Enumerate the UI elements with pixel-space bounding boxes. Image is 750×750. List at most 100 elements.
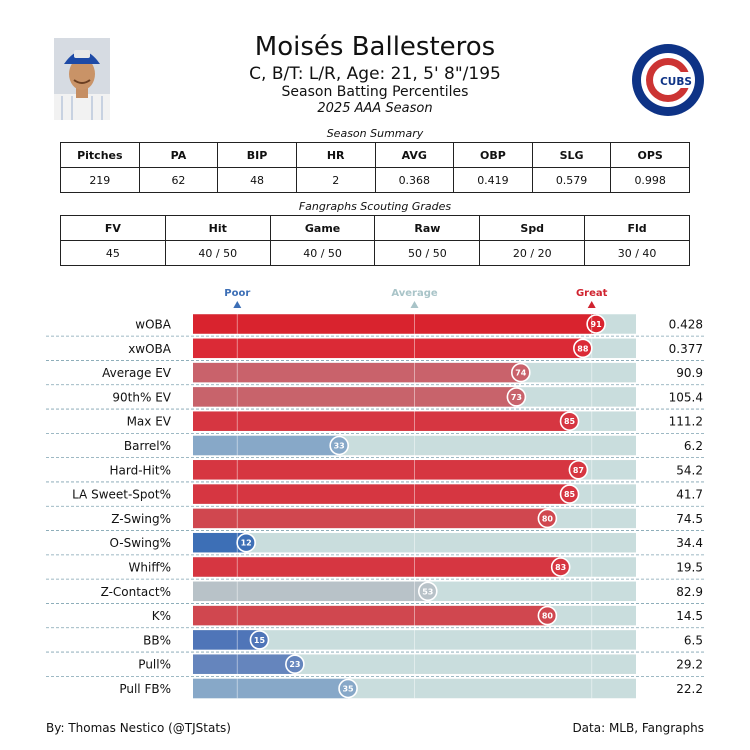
percentile-label: 74	[515, 369, 527, 378]
summary-value-cell: 48	[217, 167, 297, 193]
percentile-dot	[559, 411, 580, 431]
season-summary-caption: Season Summary	[326, 127, 424, 140]
percentile-bar	[193, 630, 260, 650]
category-label: BB%	[143, 633, 171, 647]
percentile-label: 80	[542, 514, 554, 523]
stat-value: 19.5	[676, 561, 703, 575]
summary-value-cell: 0.419	[453, 167, 533, 193]
stat-value: 111.2	[669, 415, 703, 429]
stat-value: 0.428	[669, 318, 703, 332]
category-label: Pull FB%	[119, 682, 171, 696]
footer-source: Data: MLB, Fangraphs	[572, 721, 704, 735]
scouting-header-cell: Raw	[374, 215, 481, 241]
marker-label: Average	[391, 288, 438, 299]
percentile-label: 85	[564, 490, 576, 499]
percentile-dot	[568, 460, 589, 480]
bar-track	[193, 532, 636, 553]
team-logo: CUBS	[631, 43, 705, 117]
percentile-dot	[285, 654, 305, 675]
percentile-dot	[236, 532, 256, 553]
percentile-dot	[329, 435, 349, 456]
scouting-header-cell: Hit	[164, 215, 271, 241]
stat-value: 29.2	[676, 658, 703, 672]
percentile-bar	[193, 387, 517, 407]
stat-value: 82.9	[676, 585, 703, 599]
category-label: 90th% EV	[112, 390, 171, 404]
stat-value: 54.2	[676, 463, 703, 477]
percentile-chart: Poor Average Great wOBA 91 0.428 xwOBA 88 0.377 A…	[46, 288, 705, 699]
marker-triangle	[410, 301, 419, 308]
category-label: Z-Swing%	[111, 512, 171, 526]
percentile-dot	[338, 678, 358, 699]
percentile-bar	[193, 314, 597, 334]
stat-value: 0.377	[669, 342, 703, 356]
summary-value-cell: 0.998	[610, 167, 690, 193]
percentile-dot	[506, 387, 527, 407]
category-label: Pull%	[138, 658, 171, 672]
category-label: Max EV	[127, 415, 172, 429]
category-label: Average EV	[102, 366, 172, 380]
scouting-header-cell: Game	[269, 215, 376, 241]
marker-triangle	[587, 301, 596, 308]
stat-value: 105.4	[669, 390, 703, 404]
percentile-dot	[249, 630, 270, 650]
percentile-bar	[193, 460, 579, 480]
percentile-dot	[586, 314, 606, 334]
percentile-label: 12	[241, 539, 252, 548]
percentile-bar	[193, 532, 247, 553]
percentile-label: 87	[573, 466, 584, 475]
percentile-bar	[193, 654, 295, 674]
percentile-dot	[573, 338, 593, 359]
category-label: Hard-Hit%	[109, 463, 171, 477]
marker-label: Great	[576, 288, 608, 299]
report-title: Season Batting Percentiles	[281, 84, 469, 100]
category-label: K%	[152, 609, 171, 623]
percentile-dot	[559, 484, 580, 504]
category-label: LA Sweet-Spot%	[72, 488, 171, 502]
scouting-value-cell: 30 / 40	[584, 240, 690, 266]
bar-track	[193, 654, 636, 674]
stat-value: 14.5	[676, 609, 703, 623]
summary-header-cell: AVG	[374, 142, 455, 168]
category-label: Barrel%	[124, 439, 171, 453]
summary-header-cell: OBP	[453, 142, 533, 168]
summary-value-cell: 219	[60, 167, 140, 193]
percentile-dot	[417, 581, 438, 602]
summary-value-cell: 62	[138, 167, 219, 193]
stat-value: 22.2	[676, 682, 703, 696]
percentile-label: 91	[591, 320, 603, 329]
percentile-dot	[511, 362, 531, 383]
percentile-bar	[193, 508, 548, 529]
footer-credit: By: Thomas Nestico (@TJStats)	[46, 721, 231, 735]
scouting-table: FV Hit Game Raw Spd Fld 45 40 / 50 40 / …	[60, 215, 690, 266]
percentile-label: 73	[511, 393, 522, 402]
logo-text: CUBS	[660, 76, 692, 88]
category-label: xwOBA	[128, 342, 172, 356]
stat-value: 41.7	[676, 488, 703, 502]
summary-header-cell: BIP	[217, 142, 297, 168]
scouting-value-cell: 45	[60, 240, 166, 266]
summary-value-cell: 2	[295, 167, 376, 193]
percentile-bar	[193, 678, 349, 699]
season-summary-header-row: Pitches PA BIP HR AVG OBP SLG OPS	[60, 142, 690, 168]
scouting-value-cell: 20 / 20	[479, 240, 586, 266]
marker-label: Poor	[224, 288, 250, 299]
percentile-bar	[193, 557, 561, 577]
player-subtitle: C, B/T: L/R, Age: 21, 5' 8"/195	[249, 64, 501, 84]
percentile-label: 80	[542, 612, 554, 621]
scouting-header-row: FV Hit Game Raw Spd Fld	[60, 215, 690, 241]
scouting-header-cell: Fld	[584, 215, 690, 241]
percentile-label: 53	[422, 587, 433, 596]
category-label: Whiff%	[129, 561, 171, 575]
percentile-label: 23	[289, 660, 300, 669]
percentile-bar	[193, 338, 583, 359]
scouting-value-cell: 40 / 50	[164, 240, 271, 266]
bar-track	[193, 630, 636, 650]
season-summary-table: Pitches PA BIP HR AVG OBP SLG OPS 219 62…	[60, 142, 690, 193]
percentile-bar	[193, 362, 521, 383]
percentile-label: 33	[334, 442, 345, 451]
player-headshot	[54, 38, 110, 120]
scouting-value-cell: 50 / 50	[374, 240, 481, 266]
summary-header-cell: PA	[138, 142, 219, 168]
scouting-caption: Fangraphs Scouting Grades	[298, 200, 452, 213]
